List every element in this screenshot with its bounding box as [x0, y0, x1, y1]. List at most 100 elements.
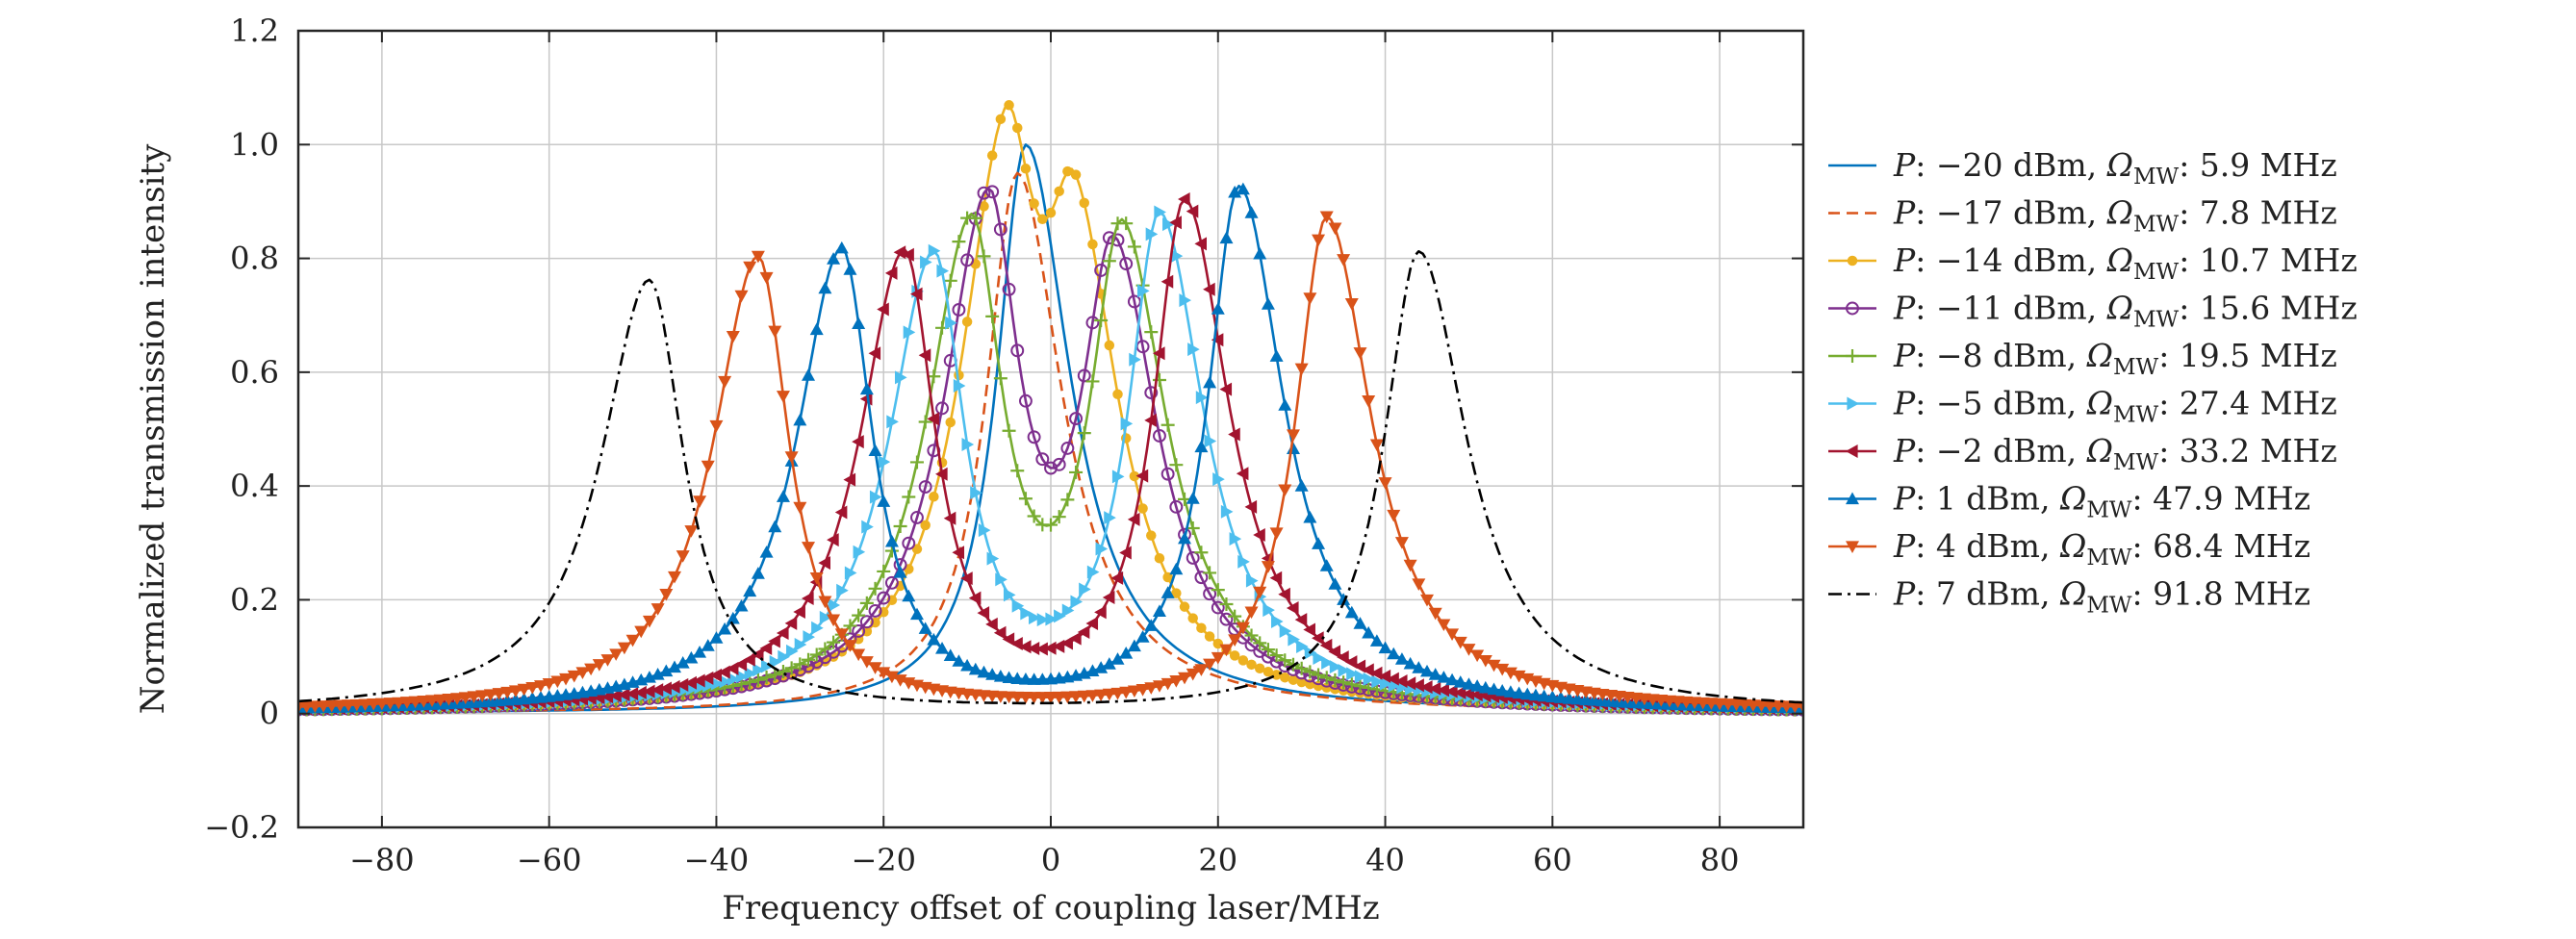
data-point — [693, 673, 705, 688]
data-point — [1203, 658, 1217, 672]
data-point — [1069, 691, 1084, 703]
data-point — [1846, 349, 1859, 363]
data-point — [1160, 677, 1175, 691]
data-point — [1094, 313, 1109, 327]
data-point — [1846, 492, 1859, 505]
data-point — [500, 686, 515, 699]
data-point — [1002, 671, 1016, 684]
data-point — [1846, 541, 1859, 553]
data-point — [776, 664, 790, 678]
data-point — [802, 652, 816, 667]
data-point — [1478, 680, 1492, 694]
data-point — [1279, 624, 1292, 639]
data-point — [1462, 644, 1476, 656]
data-point — [475, 690, 490, 703]
data-point — [734, 657, 748, 672]
data-point — [684, 650, 699, 664]
data-point — [1286, 429, 1300, 442]
data-point — [1237, 655, 1249, 666]
data-point — [642, 684, 655, 698]
data-point — [1269, 571, 1283, 585]
data-point — [1362, 625, 1376, 639]
data-point — [1085, 374, 1100, 389]
data-point — [1328, 222, 1342, 236]
legend-item-8: P: 1 dBm, ΩMW: 47.9 MHz — [1828, 480, 2310, 523]
legend-item-2: P: −17 dBm, ΩMW: 7.8 MHz — [1828, 194, 2337, 238]
data-point — [433, 694, 447, 707]
data-point — [877, 564, 891, 578]
data-point — [1119, 647, 1134, 659]
data-point — [1169, 499, 1184, 514]
data-point — [893, 565, 907, 578]
y-tick-label: 0.6 — [230, 354, 279, 391]
data-point — [1137, 503, 1148, 514]
data-point — [844, 566, 857, 580]
data-point — [953, 378, 966, 393]
data-point — [977, 249, 991, 264]
data-point — [1319, 638, 1333, 652]
data-point — [1846, 301, 1859, 316]
data-point — [909, 287, 923, 301]
data-point — [769, 654, 782, 669]
data-point — [1069, 631, 1082, 646]
data-point — [751, 647, 764, 662]
data-point — [1060, 441, 1075, 455]
data-point — [1094, 689, 1109, 702]
data-point — [1119, 686, 1134, 699]
data-point — [642, 615, 656, 628]
data-point — [759, 671, 774, 685]
data-point — [1052, 691, 1066, 704]
data-point — [1428, 668, 1442, 680]
data-point — [650, 667, 665, 680]
x-tick-label: 40 — [1365, 842, 1405, 878]
data-point — [659, 681, 672, 696]
data-point — [1379, 676, 1392, 691]
data-point — [1445, 673, 1460, 686]
data-point — [910, 510, 924, 524]
data-point — [1004, 100, 1014, 111]
data-point — [868, 603, 882, 618]
data-point — [1228, 185, 1242, 198]
data-point — [668, 660, 681, 673]
data-point — [342, 699, 356, 712]
legend-item-4: P: −11 dBm, ΩMW: 15.6 MHz — [1828, 290, 2358, 333]
x-tick-labels: −80 −60 −40 −20 0 20 40 60 80 — [349, 842, 1739, 878]
data-point — [1269, 648, 1284, 663]
data-point — [676, 677, 689, 692]
data-point — [818, 596, 832, 609]
data-point — [1338, 663, 1351, 677]
data-point — [458, 692, 472, 704]
legend-label: P: 7 dBm, ΩMW: 91.8 MHz — [1893, 575, 2310, 619]
data-point — [1152, 680, 1166, 693]
data-point — [902, 490, 916, 504]
data-point — [1135, 630, 1150, 643]
data-point — [751, 673, 765, 687]
data-point — [1412, 678, 1424, 693]
data-point — [1394, 674, 1408, 689]
data-point — [968, 591, 982, 605]
data-point — [1847, 396, 1859, 411]
data-point — [1169, 675, 1184, 688]
data-point — [1495, 683, 1510, 697]
data-point — [1253, 246, 1267, 260]
data-point — [1294, 661, 1309, 675]
data-point — [1144, 386, 1159, 400]
data-point — [961, 437, 975, 451]
data-point — [1045, 612, 1058, 626]
data-point — [1244, 499, 1258, 514]
data-point — [298, 700, 305, 714]
data-point — [1437, 683, 1449, 698]
data-point — [1003, 588, 1016, 602]
data-point — [1478, 654, 1492, 668]
axis-ticks — [298, 30, 1803, 828]
data-point — [843, 472, 856, 487]
data-point — [617, 688, 630, 702]
data-point — [743, 652, 755, 667]
data-point — [1312, 537, 1326, 549]
data-point — [617, 642, 631, 655]
data-point — [718, 622, 732, 635]
data-point — [909, 607, 924, 621]
data-point — [1403, 559, 1417, 572]
data-point — [1321, 655, 1334, 670]
data-point — [1212, 472, 1225, 487]
